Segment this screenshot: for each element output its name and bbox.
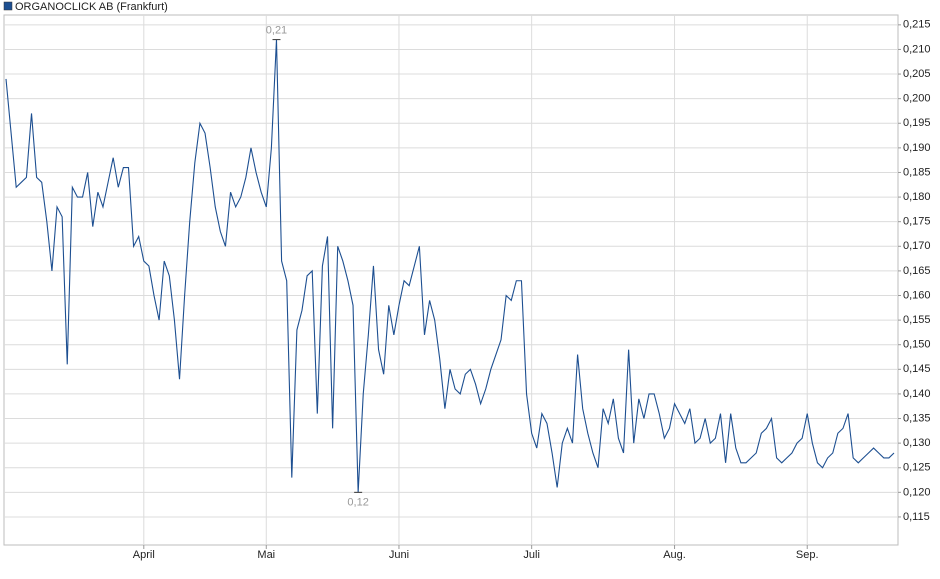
y-tick-label: 0,215 <box>903 19 931 31</box>
x-tick-label: Sep. <box>796 549 819 561</box>
x-tick-label: Juli <box>523 549 540 561</box>
y-tick-label: 0,170 <box>903 240 931 252</box>
y-tick-label: 0,210 <box>903 43 931 55</box>
y-tick-label: 0,185 <box>903 166 931 178</box>
plot-area <box>3 14 899 546</box>
y-tick-label: 0,130 <box>903 437 931 449</box>
y-tick-label: 0,190 <box>903 142 931 154</box>
price-line <box>5 39 895 493</box>
y-tick-label: 0,195 <box>903 117 931 129</box>
y-tick-label: 0,135 <box>903 412 931 424</box>
y-tick-label: 0,150 <box>903 339 931 351</box>
extreme-label: 0,12 <box>347 496 368 508</box>
y-tick-label: 0,160 <box>903 289 931 301</box>
y-tick-label: 0,175 <box>903 216 931 228</box>
y-tick-label: 0,115 <box>903 511 930 523</box>
legend-label: ORGANOCLICK AB (Frankfurt) <box>15 1 168 13</box>
y-tick-label: 0,205 <box>903 68 931 80</box>
y-tick-label: 0,200 <box>903 93 931 105</box>
x-tick-label: Aug. <box>663 549 686 561</box>
y-tick-label: 0,140 <box>903 388 931 400</box>
y-tick-label: 0,180 <box>903 191 931 203</box>
extreme-label: 0,21 <box>266 25 287 37</box>
x-tick-label: Mai <box>257 549 275 561</box>
y-tick-label: 0,125 <box>903 462 931 474</box>
y-tick-label: 0,165 <box>903 265 931 277</box>
y-tick-label: 0,120 <box>903 486 931 498</box>
x-tick-label: April <box>133 549 155 561</box>
legend-swatch <box>3 1 13 11</box>
y-tick-label: 0,145 <box>903 363 931 375</box>
y-tick-label: 0,155 <box>903 314 931 326</box>
x-tick-label: Juni <box>389 549 409 561</box>
